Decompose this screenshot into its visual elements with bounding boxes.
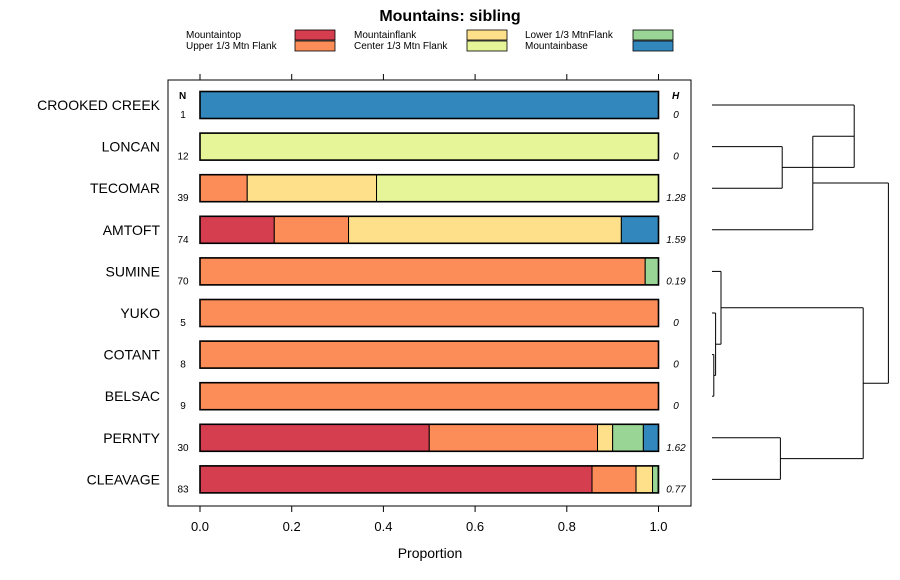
legend-swatch xyxy=(466,40,508,52)
category-label: YUKO xyxy=(120,305,160,321)
x-tick-label: 0.2 xyxy=(283,519,301,534)
bar-segment xyxy=(199,340,659,369)
n-value-label: 5 xyxy=(180,318,186,329)
category-label: PERNTY xyxy=(103,430,160,446)
n-value-label: 74 xyxy=(177,235,189,246)
category-label: COTANT xyxy=(103,347,160,363)
x-tick-label: 0.8 xyxy=(558,519,576,534)
bar-outline xyxy=(199,90,660,120)
bar-segment xyxy=(246,174,378,203)
h-value-label: 0 xyxy=(673,110,679,121)
n-value-label: 8 xyxy=(180,360,186,371)
n-value-label: 30 xyxy=(177,443,189,454)
x-axis-label: Proportion xyxy=(398,545,463,561)
x-tick-label: 0.0 xyxy=(191,519,209,534)
legend-label: Mountaintop xyxy=(186,30,241,41)
legend-label: Upper 1/3 Mtn Flank xyxy=(186,41,278,52)
h-value-label: 0.19 xyxy=(666,276,686,287)
bar-segment xyxy=(199,423,430,452)
x-tick-label: 0.4 xyxy=(374,519,392,534)
bar-segment xyxy=(597,423,614,452)
legend-label: Center 1/3 Mtn Flank xyxy=(354,41,448,52)
bar-outline xyxy=(199,298,660,328)
bar-segment xyxy=(199,382,659,411)
n-value-label: 39 xyxy=(177,193,189,204)
h-value-label: 0.77 xyxy=(666,484,686,495)
dendrogram xyxy=(712,104,889,480)
legend-swatch xyxy=(632,29,674,41)
n-value-label: 70 xyxy=(177,276,189,287)
legend-label: Mountainflank xyxy=(354,30,417,41)
bar-outline xyxy=(199,215,660,245)
bar-segment xyxy=(199,257,646,286)
bar-outline xyxy=(199,132,660,161)
bars-layer: CROOKED CREEK 1 0 LONCAN 12 0 TECOMAR 39 1.28 AMT… xyxy=(37,90,686,495)
n-column-header: N xyxy=(179,91,186,102)
bar-segment xyxy=(199,299,659,327)
bar-segment xyxy=(199,215,275,244)
x-tick-label: 0.6 xyxy=(466,519,484,534)
bar-segment xyxy=(199,465,593,494)
category-label: SUMINE xyxy=(106,263,160,279)
bar-segment xyxy=(199,174,248,203)
bar-segment xyxy=(199,91,659,119)
legend-swatch xyxy=(632,40,674,52)
bar-segment xyxy=(620,215,660,244)
h-value-label: 0 xyxy=(673,401,679,412)
legend-label: Lower 1/3 MtnFlank xyxy=(525,30,614,41)
h-value-label: 0 xyxy=(673,152,679,163)
bar-segment xyxy=(635,465,654,494)
category-label: BELSAC xyxy=(105,388,160,404)
legend-swatch xyxy=(466,29,508,41)
h-value-label: 1.59 xyxy=(666,235,686,246)
h-value-label: 0 xyxy=(673,318,679,329)
bar-outline xyxy=(199,423,660,453)
bar-segment xyxy=(428,423,599,452)
chart-title: Mountains: sibling xyxy=(379,8,520,25)
bar-segment xyxy=(642,423,660,452)
h-value-label: 0 xyxy=(673,360,679,371)
legend-label: Mountainbase xyxy=(525,41,588,52)
bar-outline xyxy=(199,257,660,286)
category-label: LONCAN xyxy=(102,139,160,155)
category-label: CROOKED CREEK xyxy=(37,97,161,113)
bar-outline xyxy=(199,173,660,203)
bar-outline xyxy=(199,465,660,494)
category-label: TECOMAR xyxy=(90,180,160,196)
x-tick-label: 1.0 xyxy=(649,519,667,534)
h-value-label: 1.28 xyxy=(666,193,686,204)
bar-segment xyxy=(199,132,659,161)
bar-outline xyxy=(199,340,660,369)
h-value-label: 1.62 xyxy=(666,443,686,454)
n-value-label: 83 xyxy=(177,484,189,495)
plot-frame xyxy=(167,79,692,507)
bar-segment xyxy=(644,257,659,286)
x-axis: 0.0 0.2 0.4 0.6 0.8 1.0 xyxy=(191,74,668,534)
category-label: AMTOFT xyxy=(103,222,161,238)
legend-swatch xyxy=(294,29,336,41)
legend-swatch xyxy=(294,40,336,52)
bar-segment xyxy=(376,174,659,203)
bar-segment xyxy=(652,465,659,494)
n-value-label: 12 xyxy=(177,152,189,163)
bar-segment xyxy=(591,465,637,494)
bar-segment xyxy=(273,215,350,244)
bar-segment xyxy=(348,215,622,244)
h-column-header: H xyxy=(672,91,680,102)
bar-outline xyxy=(199,381,660,411)
n-value-label: 9 xyxy=(180,401,186,412)
n-value-label: 1 xyxy=(180,110,186,121)
bar-segment xyxy=(612,423,644,452)
category-label: CLEAVAGE xyxy=(87,471,160,487)
